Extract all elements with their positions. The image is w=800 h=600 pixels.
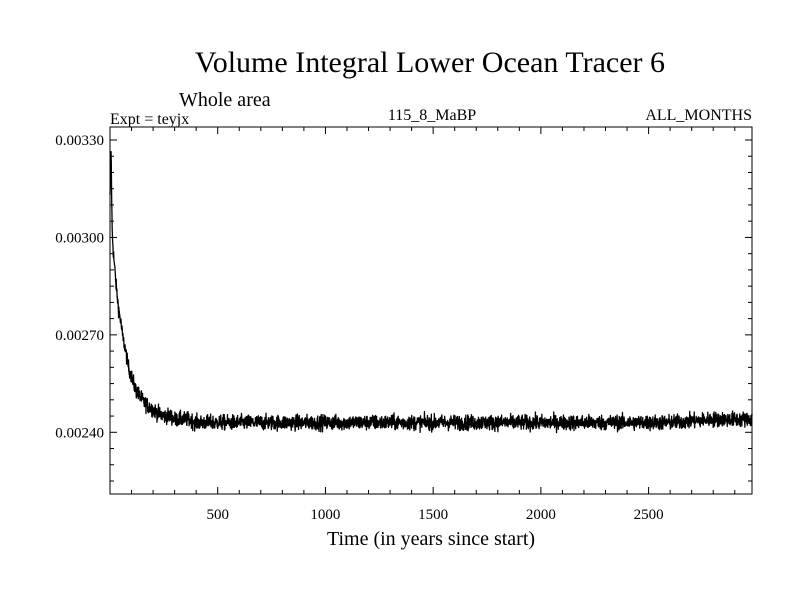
series-group	[109, 150, 753, 434]
y-tick-label: 0.00300	[55, 230, 104, 246]
y-tick-label: 0.00330	[55, 133, 104, 149]
x-tick-label: 1500	[418, 507, 448, 523]
y-tick-label: 0.00270	[55, 328, 104, 344]
ticks-group: 0.00240 0.00270 0.00300 0.00330 500 1000 1500 2…	[55, 127, 752, 523]
plot-frame	[109, 126, 753, 495]
experiment-label: Expt = teyjx	[110, 111, 189, 128]
x-tick-label: 2500	[634, 507, 664, 523]
series-line	[109, 150, 753, 434]
x-tick-label: 1000	[310, 507, 340, 523]
y-tick-label: 0.00240	[55, 425, 104, 441]
x-tick-label: 2000	[526, 507, 556, 523]
x-axis-label: Time (in years since start)	[327, 528, 535, 550]
x-tick-label: 500	[206, 507, 229, 523]
period-label: 115_8_MaBP	[388, 107, 476, 124]
chart-title: Volume Integral Lower Ocean Tracer 6	[195, 46, 665, 79]
months-label: ALL_MONTHS	[645, 107, 752, 124]
chart-subtitle: Whole area	[179, 89, 271, 111]
